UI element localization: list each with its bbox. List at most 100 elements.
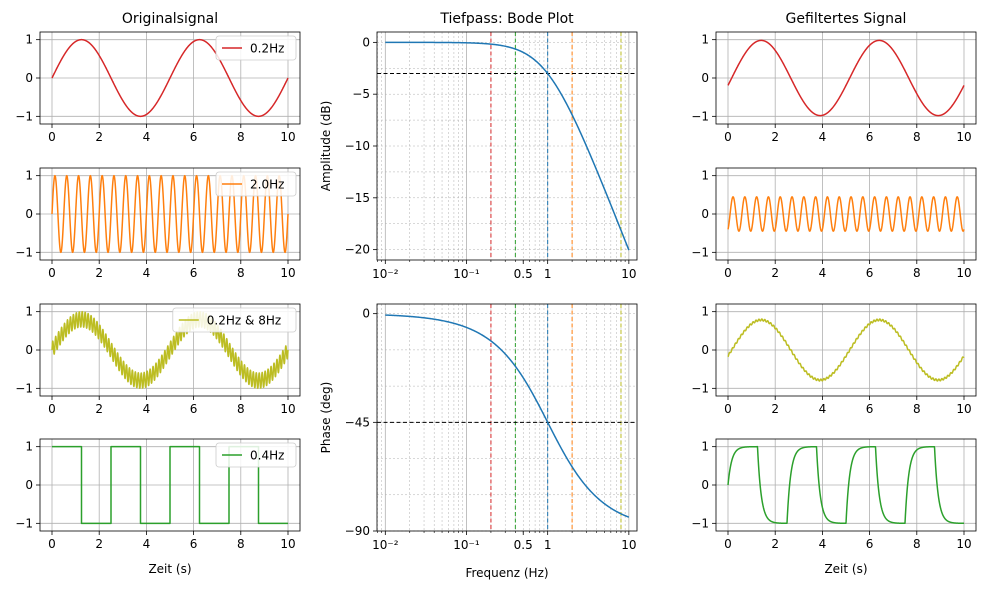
legend-box <box>215 35 297 61</box>
y-tick-label: 1 <box>701 305 709 319</box>
series-line-filt-3 <box>727 445 965 525</box>
y-tick-label: −20 <box>345 243 370 257</box>
y-tick-label: −1 <box>691 109 709 123</box>
x-tick-label: 0.5 <box>514 538 533 552</box>
y-tick-label: −1 <box>691 245 709 259</box>
panel-filt-0: 0 2 4 6 8 10 −1 0 1 <box>691 31 977 144</box>
y-tick-label: 1 <box>25 440 33 454</box>
series-line-orig-2 <box>51 310 289 390</box>
x-tick-label: 8 <box>237 402 245 416</box>
series-line-filt-2 <box>727 318 965 382</box>
x-tick-label: 4 <box>819 130 827 144</box>
panel-filt-3: 0 2 4 6 8 10 −1 0 1 Zeit (s) <box>691 438 977 576</box>
x-tick-label: 0.5 <box>514 267 533 281</box>
x-tick-label: 0 <box>724 402 732 416</box>
x-tick-label: 10 <box>280 537 295 551</box>
y-tick-label: 1 <box>25 169 33 183</box>
x-tick-label: 4 <box>143 266 151 280</box>
x-tick-label: 4 <box>819 402 827 416</box>
title-filtered: Gefiltertes Signal <box>786 11 907 27</box>
x-tick-label: 0 <box>48 402 56 416</box>
y-axis-label-bode-mag: Amplitude (dB) <box>319 101 333 192</box>
x-axis-label-bode-phase: Frequenz (Hz) <box>465 566 548 580</box>
x-axis-label-orig-3: Zeit (s) <box>148 562 191 576</box>
x-tick-label: 10 <box>280 402 295 416</box>
x-tick-label: 0 <box>48 130 56 144</box>
x-tick-label: 6 <box>866 130 874 144</box>
x-tick-label: 10⁻² <box>372 538 399 552</box>
y-tick-label: −1 <box>691 381 709 395</box>
x-tick-label: 10 <box>956 266 971 280</box>
legend-box <box>172 307 297 333</box>
panel-bode-mag: 10⁻² 10⁻¹ 0.5 1 10 0 −5 −10 −15 −20 Amplitude (dB) <box>319 31 638 281</box>
y-tick-label: 0 <box>701 343 709 357</box>
x-tick-label: 2 <box>771 266 779 280</box>
x-tick-label: 8 <box>913 130 921 144</box>
y-tick-label: 0 <box>25 343 33 357</box>
x-tick-label: 10⁻¹ <box>453 538 480 552</box>
y-tick-label: 1 <box>701 440 709 454</box>
x-tick-label: 2 <box>771 130 779 144</box>
y-tick-label: 0 <box>701 207 709 221</box>
x-tick-label: 8 <box>237 537 245 551</box>
title-bode: Tiefpass: Bode Plot <box>439 11 574 27</box>
x-tick-label: 4 <box>819 266 827 280</box>
x-tick-label: 0 <box>724 130 732 144</box>
x-tick-label: 2 <box>95 130 103 144</box>
x-tick-label: 1 <box>544 538 552 552</box>
x-tick-label: 10 <box>621 267 636 281</box>
x-tick-label: 8 <box>913 266 921 280</box>
y-tick-label: 0 <box>701 478 709 492</box>
x-tick-label: 4 <box>143 402 151 416</box>
x-tick-label: 2 <box>95 266 103 280</box>
legend-orig-1: 2.0Hz <box>215 171 297 197</box>
x-tick-label: 0 <box>724 537 732 551</box>
series-line-orig-0 <box>51 38 289 118</box>
x-tick-label: 2 <box>771 537 779 551</box>
legend-orig-0: 0.2Hz <box>215 35 297 61</box>
x-tick-label: 6 <box>866 537 874 551</box>
legend-box <box>215 442 297 468</box>
y-tick-label: 0 <box>701 71 709 85</box>
panel-orig-1: 0 2 4 6 8 10 −1 0 1 2.0Hz <box>15 167 301 280</box>
y-tick-label: 0 <box>25 478 33 492</box>
legend-label: 0.2Hz & 8Hz <box>207 314 281 328</box>
y-tick-label: 0 <box>25 207 33 221</box>
x-tick-label: 2 <box>771 402 779 416</box>
y-tick-label: −45 <box>345 415 370 429</box>
x-tick-label: 1 <box>544 267 552 281</box>
y-tick-label: −1 <box>15 381 33 395</box>
y-axis-label-bode-phase: Phase (deg) <box>319 382 333 454</box>
x-tick-label: 2 <box>95 537 103 551</box>
x-tick-label: 6 <box>866 402 874 416</box>
y-tick-label: −1 <box>691 516 709 530</box>
y-tick-label: −5 <box>352 87 370 101</box>
x-tick-label: 10 <box>280 266 295 280</box>
legend-orig-3: 0.4Hz <box>215 442 297 468</box>
x-tick-label: 8 <box>237 130 245 144</box>
x-tick-label: 6 <box>190 266 198 280</box>
y-tick-label: 1 <box>701 33 709 47</box>
legend-box <box>215 171 297 197</box>
x-tick-label: 0 <box>48 537 56 551</box>
legend-label: 0.2Hz <box>250 42 284 56</box>
legend-label: 2.0Hz <box>250 178 284 192</box>
x-tick-label: 10⁻¹ <box>453 267 480 281</box>
series-line-filt-1 <box>727 196 965 232</box>
legend-label: 0.4Hz <box>250 449 284 463</box>
series-line-orig-1 <box>51 174 289 254</box>
panel-filt-2: 0 2 4 6 8 10 −1 0 1 <box>691 303 977 416</box>
panel-orig-2: 0 2 4 6 8 10 −1 0 1 0.2Hz & 8Hz <box>15 303 301 416</box>
y-tick-label: −1 <box>15 109 33 123</box>
x-tick-label: 10 <box>280 130 295 144</box>
bode-phase-frame <box>376 303 638 532</box>
x-tick-label: 6 <box>190 537 198 551</box>
panel-orig-3: 0 2 4 6 8 10 −1 0 1 Zeit (s) 0.4Hz <box>15 438 301 576</box>
x-tick-label: 10 <box>956 537 971 551</box>
x-tick-label: 10 <box>956 402 971 416</box>
x-tick-label: 4 <box>819 537 827 551</box>
y-tick-label: −15 <box>345 191 370 205</box>
